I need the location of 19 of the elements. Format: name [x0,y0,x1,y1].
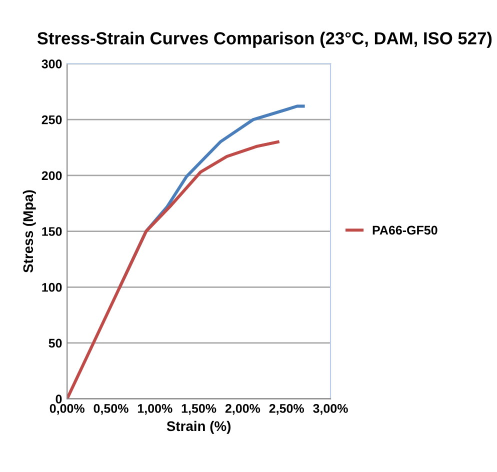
x-tick-label: 2,50% [269,404,304,415]
y-tick-label: 0 [56,394,62,404]
y-tick-label: 100 [42,282,62,292]
x-tick-label: 0,00% [50,404,84,415]
y-tick-label: 300 [42,60,62,68]
y-axis-title: Stress (Mpa) [22,190,36,273]
x-tick-label: 3,00% [313,404,348,415]
x-tick-label: 0,50% [94,404,128,415]
chart-title: Stress-Strain Curves Comparison (23°C, DAM, ISO 527) [37,32,492,48]
x-axis-title: Strain (%) [166,420,231,434]
legend-label: PA66-GF50 [372,226,438,235]
y-tick-label: 200 [42,171,62,180]
line-series [67,140,280,399]
y-tick-label: 250 [42,115,62,124]
x-tick-label: 2,00% [225,404,260,415]
x-tick-label: 1,50% [182,404,216,415]
y-tick-label: 50 [48,338,62,348]
x-tick-label: 1,00% [138,404,172,415]
y-tick-label: 150 [42,227,62,236]
